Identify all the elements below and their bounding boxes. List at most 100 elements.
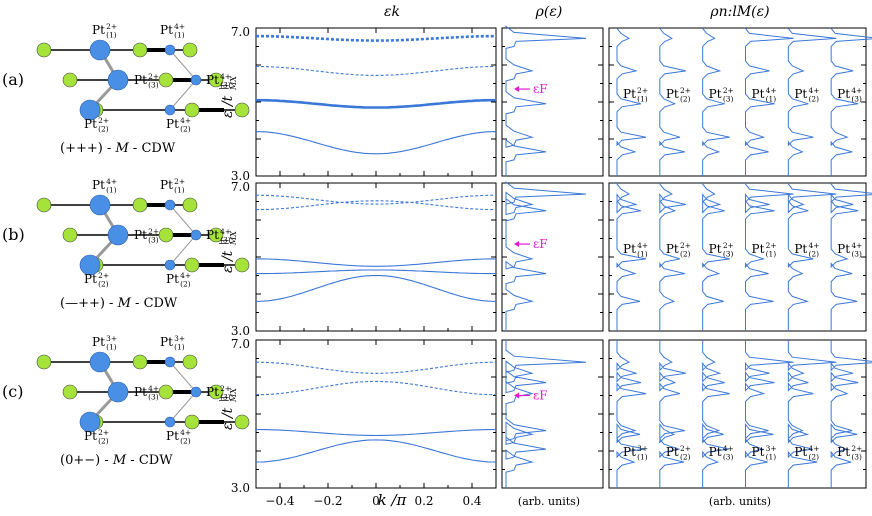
atom-label-5-base: Pt [84,429,97,443]
band-line-3 [256,98,496,109]
atom-label-2-sup: 4+ [174,22,185,31]
halogen-atom [158,227,174,243]
site-label-1-sub: (1) [637,452,648,461]
atom-label-3-base: Pt [134,385,147,399]
pt-atom-small [190,74,202,86]
halogen-atom [184,257,200,273]
y-axis-label-main: ε /t [220,250,236,273]
structure-1: (a)Pt 2+(1) Pt 4+(1)Pt 2+(3) Pt 4+(3)Pt 2+(2) Pt… [2,22,250,156]
halogen-atom [182,354,198,370]
pt-atom-large [89,39,111,61]
atom-label-4: Pt 4+(3) [206,72,231,89]
atom-label-6-sub: (2) [180,124,191,133]
x-tick-label: −0.4 [265,494,295,508]
atom-label-4-sup: 2+ [220,384,231,393]
band-frame [255,182,497,332]
band-line-5 [255,274,497,302]
atom-label-3-sub: (3) [148,392,159,401]
fermi-label: εF [533,82,548,96]
projected-dos-curve-6 [830,28,872,176]
site-label-5-sup: 4+ [808,444,819,453]
site-label-5-sub: (2) [808,249,819,258]
atom-label-6-sup: 4+ [180,116,191,125]
dos-curve [505,25,587,176]
atom-label-3-sub: (3) [148,80,159,89]
atom-label-2-sup: 2+ [174,177,185,186]
site-label-6-sub: (3) [851,452,862,461]
y-axis-label-sup: || [219,84,229,90]
site-label-4-sup: 4+ [766,86,777,95]
site-label-4: Pt 2+(1) [752,241,777,258]
site-label-1: Pt 3+(1) [623,444,648,461]
atom-label-3-sup: 2+ [148,72,159,81]
interchain-bond [169,234,197,266]
atom-label-5-sub: (2) [98,279,109,288]
atom-label-1-sub: (1) [106,185,117,194]
site-label-2-base: Pt [666,242,679,256]
projected-dos-curve-2 [659,28,686,176]
site-label-4-sup: 3+ [766,444,777,453]
atom-label-2-sub: (1) [174,185,185,194]
pt-atom-large [107,224,129,246]
atom-label-6: Pt 4+(2) [166,116,191,133]
atom-label-1-sub: (1) [106,30,117,39]
projected-dos-curve-4 [745,28,794,176]
atom-label-4-sub: (3) [220,80,231,89]
site-label-6-base: Pt [837,242,850,256]
cdw-caption: (+++) - M - CDW [60,141,176,156]
site-label-2-sup: 2+ [680,241,691,250]
site-label-4-sub: (1) [766,249,777,258]
atom-label-4-sup: 4+ [220,72,231,81]
pt-atom-large [79,411,101,433]
y-axis-label-sup: || [219,396,229,402]
interchain-bond [169,391,197,423]
y-axis-label-sub: MX [229,76,238,91]
site-label-2: Pt 2+(2) [666,241,691,258]
site-label-3: Pt 2+(3) [709,241,734,258]
atom-label-6-sub: (2) [180,436,191,445]
site-label-3-sub: (3) [723,94,734,103]
halogen-atom [62,384,78,400]
fermi-arrow-head [514,392,519,399]
y-tick-3: 3.0 [231,169,250,183]
atom-label-2: Pt 3+(1) [160,334,185,351]
atom-label-4-base: Pt [206,73,219,87]
pt-atom-small [164,199,176,211]
site-label-1-sup: 4+ [637,241,648,250]
site-label-6-base: Pt [837,445,850,459]
band-line-1 [255,34,497,42]
atom-label-2-sub: (1) [174,30,185,39]
halogen-atom [132,197,148,213]
y-axis-label-main: ε /t [220,95,236,118]
projected-dos-curve-3 [702,28,730,176]
y-tick-7: 7.0 [231,25,250,39]
atom-label-1: Pt 2+(1) [92,22,117,39]
atom-label-4-sup: 4+ [220,227,231,236]
site-label-5-base: Pt [794,445,807,459]
pt-atom-small [164,259,176,271]
projected-dos-curve-5 [787,28,837,176]
site-label-2: Pt 2+(2) [666,86,691,103]
site-label-3-sub: (3) [723,249,734,258]
site-label-1: Pt 4+(1) [623,241,648,258]
site-label-5-base: Pt [794,242,807,256]
band-line-1 [256,194,496,205]
pt-atom-large [107,69,129,91]
site-label-1-sub: (1) [637,249,648,258]
site-label-6: Pt 4+(3) [837,86,862,103]
site-label-2: Pt 2+(2) [666,444,691,461]
atom-label-4-sub: (3) [220,392,231,401]
projected-dos-curve-5 [787,183,837,331]
y-axis-label: ε /t || MX [219,388,238,430]
atom-label-2: Pt 2+(1) [160,177,185,194]
halogen-atom [158,384,174,400]
atom-label-1-sup: 2+ [106,22,117,31]
site-label-1-sub: (1) [637,94,648,103]
pt-atom-large [89,351,111,373]
fermi-arrow-head [514,241,519,248]
fermi-label: εF [533,237,548,251]
site-label-3-base: Pt [709,87,722,101]
pt-atom-large [89,194,111,216]
pt-atom-small [164,104,176,116]
y-axis-label-main: ε /t [220,407,236,430]
